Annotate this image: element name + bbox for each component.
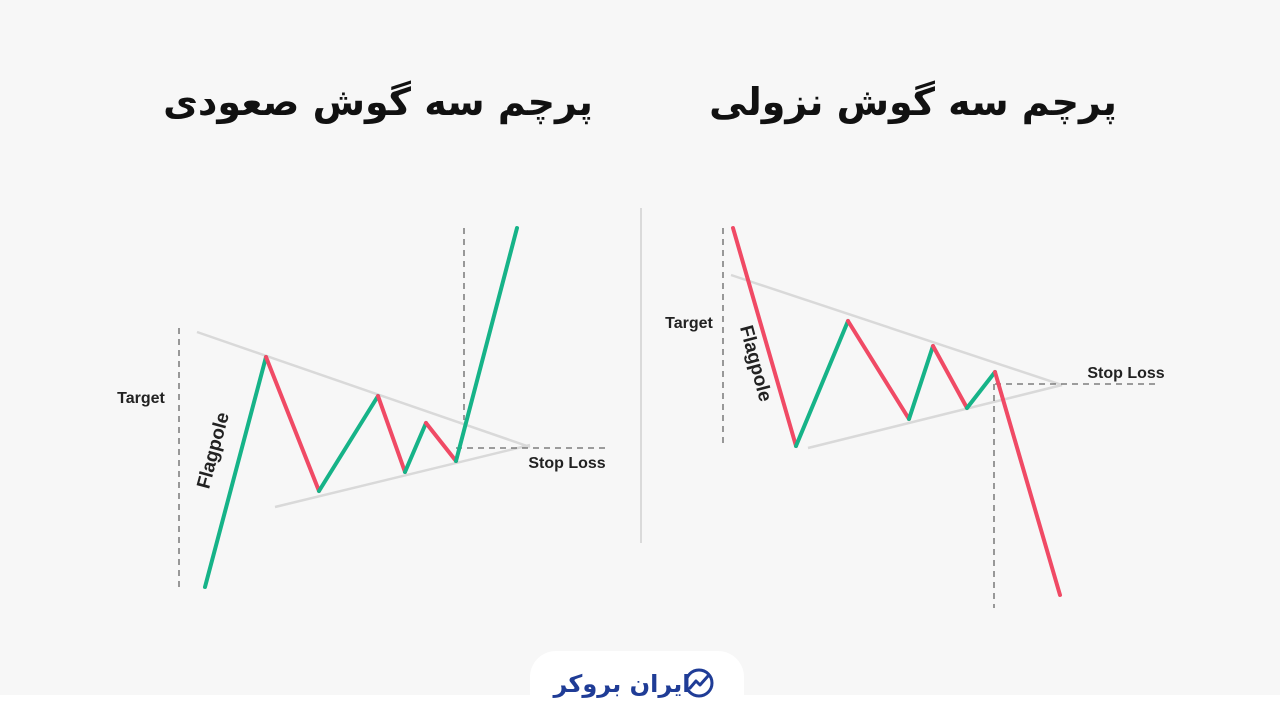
price-down (993, 370, 1062, 597)
logo-icon (684, 668, 714, 698)
price-up (794, 319, 850, 448)
target-label: Target (117, 390, 165, 407)
upper-trendline (196, 330, 531, 449)
panel-title: پرچم سه گوش صعودی (163, 80, 593, 125)
logo: ایران بروکر (553, 668, 714, 698)
price-down (931, 344, 969, 410)
price-down (424, 421, 458, 463)
price-up (403, 421, 428, 474)
panel-title: پرچم سه گوش نزولی (709, 80, 1117, 125)
price-down (846, 319, 911, 421)
logo-icon-arrow (688, 674, 710, 690)
bullish-panel: پرچم سه گوش صعودی Target Stop Loss Flagp… (117, 80, 606, 590)
price-down (376, 394, 407, 474)
stop-loss-label: Stop Loss (528, 455, 605, 472)
price-up (454, 226, 519, 463)
price-up (965, 370, 997, 410)
bearish-panel: پرچم سه گوش نزولی Target Stop Loss Flagp… (665, 80, 1165, 608)
upper-trendline (730, 273, 1063, 387)
flagpole-label: Flagpole (193, 410, 234, 491)
price-up (907, 344, 935, 421)
stop-loss-label: Stop Loss (1087, 365, 1164, 382)
logo-text: ایران بروکر (553, 670, 691, 698)
lower-trendline (807, 383, 1063, 450)
price-up (317, 394, 380, 493)
target-label: Target (665, 315, 713, 332)
price-down (731, 226, 798, 448)
price-up (203, 355, 268, 589)
lower-trendline (274, 443, 531, 509)
flagpole-label: Flagpole (735, 323, 776, 404)
price-down (264, 355, 321, 493)
logo-tab (530, 651, 744, 720)
